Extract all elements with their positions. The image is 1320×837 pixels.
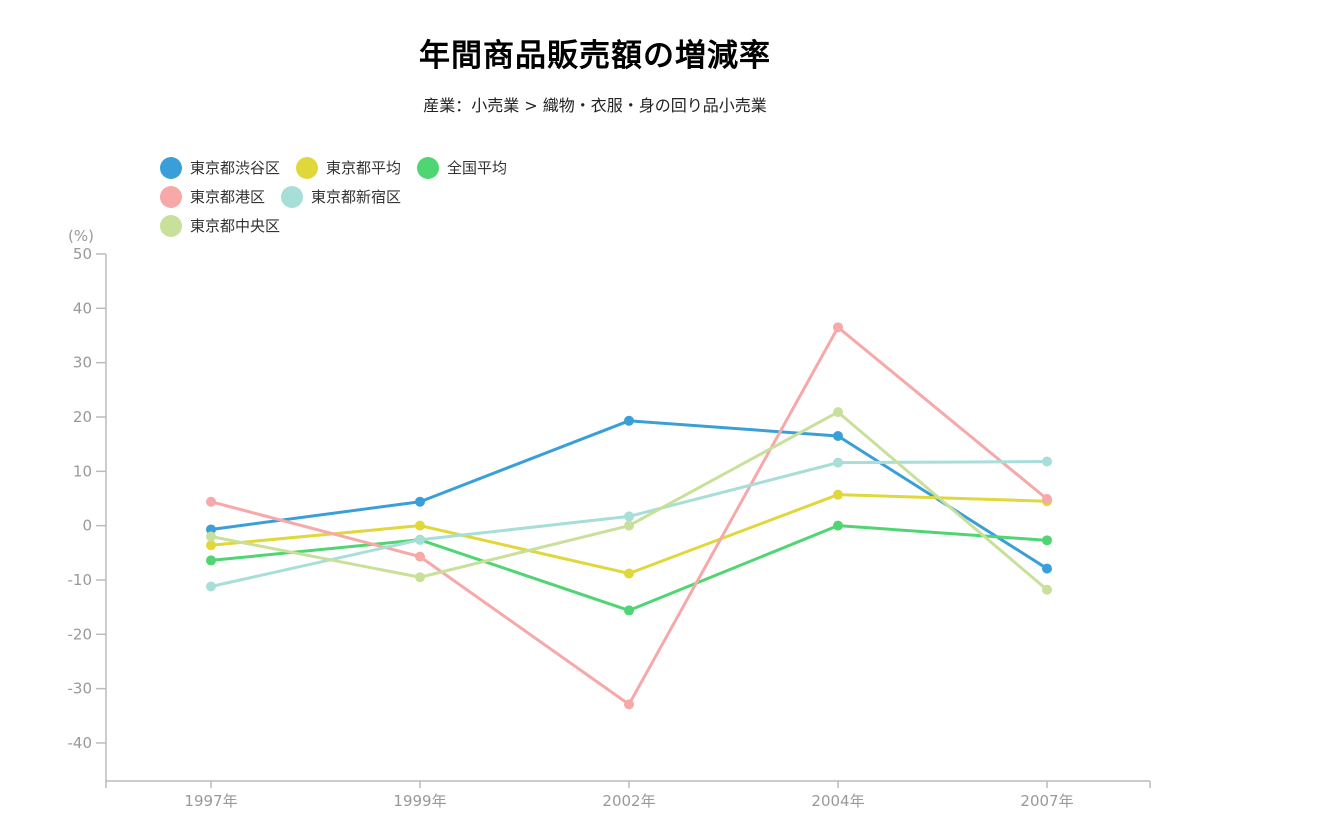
legend-row: 東京都渋谷区 東京都平均 全国平均	[160, 153, 580, 182]
x-tick-label: 2007年	[1020, 792, 1073, 810]
legend-row: 東京都港区 東京都新宿区	[160, 182, 580, 211]
y-tick-label: 10	[73, 462, 92, 480]
y-tick-label: -10	[68, 571, 93, 589]
data-point-series-1	[206, 540, 216, 551]
x-tick-label: 2002年	[602, 792, 655, 810]
y-tick-label: -40	[68, 734, 93, 752]
data-point-series-2	[206, 555, 216, 566]
data-point-series-0	[415, 496, 425, 507]
legend-label: 東京都渋谷区	[190, 159, 281, 177]
series-line-5	[210, 410, 1048, 591]
legend-label: 全国平均	[447, 159, 508, 177]
legend-item[interactable]: 東京都渋谷区	[160, 156, 281, 179]
data-point-series-4	[415, 534, 425, 545]
legend-label: 東京都港区	[190, 188, 266, 206]
y-tick-label: 40	[73, 299, 92, 317]
data-point-series-5	[415, 572, 425, 583]
y-tick-label: 30	[73, 354, 92, 372]
data-point-series-2	[624, 605, 634, 616]
data-point-series-0	[833, 431, 843, 442]
data-point-series-2	[833, 520, 843, 531]
x-tick-label: 1999年	[393, 792, 446, 810]
data-point-series-3	[206, 496, 216, 507]
data-point-series-3	[833, 322, 843, 333]
legend-swatch	[281, 185, 304, 208]
data-point-series-0	[206, 524, 216, 535]
data-point-series-4	[206, 581, 216, 592]
legend-item[interactable]: 東京都新宿区	[281, 185, 402, 208]
data-point-series-4	[833, 457, 843, 468]
legend-item[interactable]: 全国平均	[417, 156, 508, 179]
y-axis-unit-label: (%)	[68, 227, 94, 245]
legend-label: 東京都中央区	[190, 217, 281, 235]
data-point-series-1	[833, 489, 843, 500]
legend-label: 東京都平均	[326, 159, 402, 177]
series-line-0	[210, 419, 1048, 570]
data-point-series-3	[1042, 494, 1052, 505]
chart-subtitle: 産業：小売業 > 織物・衣服・身の回り品小売業	[423, 96, 767, 115]
y-tick-label: 0	[82, 517, 92, 535]
legend-swatch	[160, 214, 182, 237]
x-tick-label: 1997年	[184, 792, 237, 810]
legend-swatch	[296, 156, 319, 179]
legend-label: 東京都新宿区	[311, 188, 402, 206]
data-point-series-0	[1042, 563, 1052, 574]
x-tick-label: 2004年	[811, 792, 864, 810]
legend-swatch	[160, 156, 182, 179]
legend-item[interactable]: 東京都平均	[296, 156, 402, 179]
legend-item[interactable]: 東京都港区	[160, 185, 266, 208]
data-point-series-5	[833, 407, 843, 418]
y-tick-label: -20	[68, 625, 93, 643]
data-point-series-1	[415, 520, 425, 531]
y-tick-label: 20	[73, 408, 92, 426]
legend-row: 東京都中央区	[160, 211, 580, 240]
legend-swatch	[160, 185, 182, 208]
data-point-series-5	[206, 531, 216, 542]
y-tick-label: -30	[68, 680, 93, 698]
data-point-series-2	[1042, 535, 1052, 546]
data-point-series-3	[415, 551, 425, 562]
data-point-series-5	[624, 520, 634, 531]
legend-item[interactable]: 東京都中央区	[160, 214, 281, 237]
data-point-series-0	[624, 415, 634, 426]
data-point-series-4	[624, 511, 634, 522]
data-point-series-1	[624, 568, 634, 579]
data-point-series-5	[1042, 584, 1052, 595]
legend: 東京都渋谷区 東京都平均 全国平均東京都港区 東京都新宿区東京都中央区	[160, 153, 580, 240]
data-point-series-3	[624, 699, 634, 710]
series-line-2	[210, 524, 1048, 612]
data-point-series-4	[1042, 456, 1052, 467]
y-tick-label: 50	[73, 245, 92, 263]
legend-swatch	[417, 156, 440, 179]
chart-title: 年間商品販売額の増減率	[419, 38, 771, 74]
